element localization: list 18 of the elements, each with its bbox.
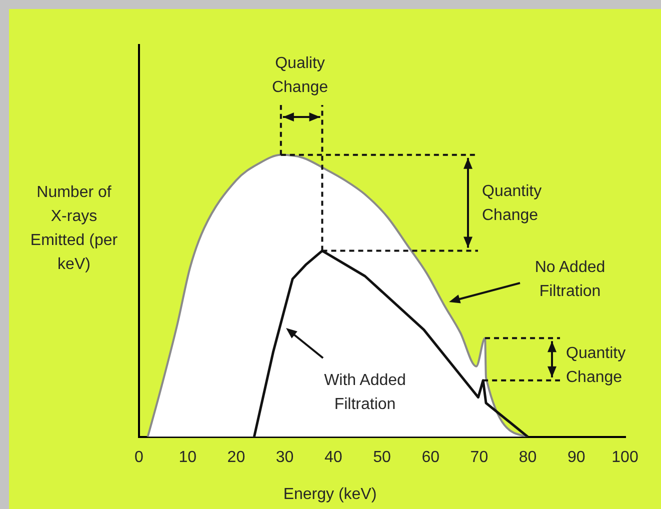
annotation: Quantity Change — [482, 182, 543, 226]
x-tick-label: 30 — [276, 448, 294, 466]
y-axis-title: Number of X-rays Emitted (per keV) — [29, 183, 119, 275]
text: Quality Change — [270, 54, 330, 98]
x-tick-label: 80 — [518, 448, 537, 466]
annotation: No Added Filtration — [534, 258, 606, 302]
x-axis-title: Energy (keV) — [282, 485, 378, 505]
x-tick-label: 60 — [422, 448, 440, 466]
x-tick-label: 10 — [178, 448, 197, 466]
x-tick-label: 20 — [227, 448, 246, 466]
x-tick-label: 50 — [373, 448, 391, 466]
x-tick-label: 40 — [324, 448, 342, 466]
x-tick-label: 90 — [568, 448, 586, 466]
x-tick-label: 100 — [612, 448, 638, 466]
x-tick-label: 70 — [470, 448, 488, 466]
x-tick-label: 0 — [134, 448, 144, 466]
annotation: With Added Filtration — [323, 371, 407, 415]
annotation: Quantity Change — [566, 344, 627, 388]
